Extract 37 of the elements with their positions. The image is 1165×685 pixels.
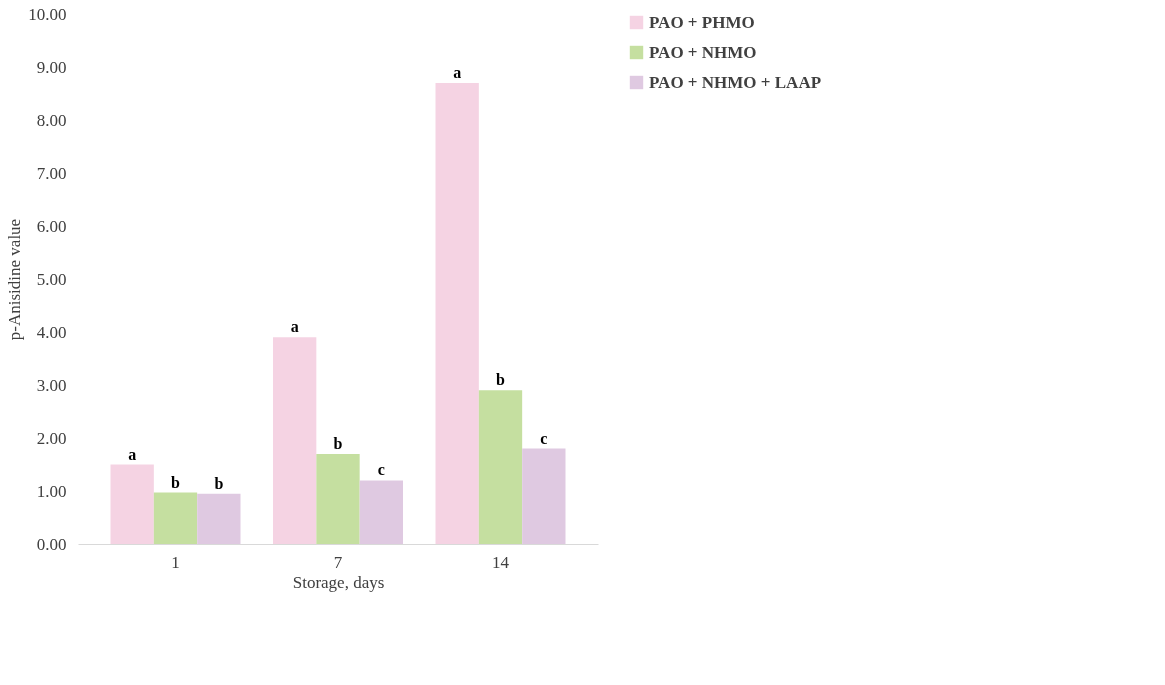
data-label: a [128, 445, 137, 463]
y-tick-label: 9.00 [36, 57, 67, 77]
legend-label: PAO + PHMO [649, 12, 755, 32]
bar [197, 493, 241, 544]
bar [478, 390, 523, 544]
data-label: b [333, 434, 343, 452]
data-label: a [453, 63, 462, 81]
y-tick-label: 3.00 [36, 375, 67, 395]
data-label: b [171, 473, 181, 491]
y-tick-label: 5.00 [36, 269, 67, 289]
bar [153, 492, 198, 544]
bar [316, 453, 360, 544]
y-tick-label: 2.00 [36, 428, 67, 448]
x-tick-label: 1 [171, 552, 180, 572]
data-label: c [540, 429, 548, 447]
bar [435, 82, 479, 544]
bar [110, 464, 154, 544]
y-tick-label: 0.00 [36, 534, 67, 554]
data-label: b [214, 474, 224, 492]
y-tick-label: 7.00 [36, 163, 67, 183]
y-tick-label: 4.00 [36, 322, 67, 342]
legend-label: PAO + NHMO [649, 42, 757, 62]
x-tick-label: 7 [333, 552, 343, 572]
y-tick-label: 1.00 [36, 481, 67, 501]
y-tick-label: 6.00 [36, 216, 67, 236]
data-label: c [377, 461, 385, 479]
legend-label: PAO + NHMO + LAAP [649, 72, 822, 92]
data-label: b [496, 371, 506, 389]
bar [359, 480, 403, 544]
x-tick-label: 14 [492, 552, 510, 572]
y-tick-label: 10.00 [28, 4, 67, 24]
data-label: a [290, 318, 299, 336]
y-axis-title: p-Anisidine value [5, 218, 25, 341]
bar [273, 337, 317, 544]
bar [522, 448, 566, 544]
x-axis-title: Storage, days [292, 572, 385, 592]
y-tick-label: 8.00 [36, 110, 67, 130]
